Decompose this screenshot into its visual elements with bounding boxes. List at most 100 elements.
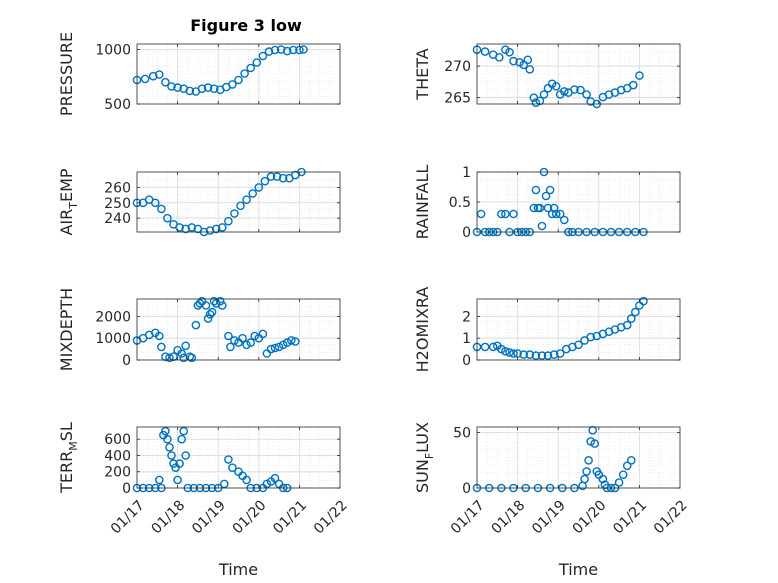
rainfall-ylabel: RAINFALL: [413, 165, 432, 240]
air-temp-data-point: [211, 224, 221, 234]
h2omixra-ytick-label: 0: [462, 353, 471, 369]
sun-flux-data-point: [618, 470, 628, 480]
subplot-mixdepth: 0 1000 2000 MIXDEPTH: [57, 288, 341, 371]
air-temp-data-point: [150, 198, 160, 208]
theta-data-point: [635, 71, 644, 80]
terr-msl-data-point: [175, 459, 184, 468]
terr-msl-data-point: [161, 426, 170, 436]
mixdepth-data-point: [177, 349, 186, 358]
air-temp-data-point: [181, 224, 190, 234]
mixdepth-data-point: [238, 333, 247, 343]
h2omixra-data-point: [525, 350, 535, 359]
sun-flux-data-point: [582, 467, 591, 476]
rainfall-data-point: [476, 209, 486, 219]
terr-msl-data-point: [173, 475, 182, 485]
air-temp-data-point: [157, 204, 166, 214]
mixdepth-data-point: [181, 341, 190, 351]
pressure-data-point: [173, 83, 182, 92]
pressure-data-point: [209, 84, 219, 93]
mixdepth-axes-box: [136, 298, 341, 361]
terr-msl-data-point: [154, 475, 164, 485]
mixdepth-data-point: [215, 296, 225, 306]
sun-flux-data-point: [580, 474, 589, 484]
pressure-data-point: [264, 47, 274, 56]
subplot-pressure: 500 1000 PRESSURE: [57, 32, 341, 116]
h2omixra-data-point: [631, 307, 640, 317]
mixdepth-data-point: [179, 353, 188, 363]
air-temp-ytick-label: 260: [104, 180, 131, 196]
pressure-data-point: [299, 45, 308, 54]
rainfall-data-point: [531, 185, 541, 195]
pressure-data-point: [282, 46, 292, 56]
theta-data-point: [570, 85, 579, 94]
mixdepth-data-point: [157, 342, 166, 352]
air-temp-data-point: [248, 189, 257, 198]
h2omixra-axes-box: [476, 298, 681, 361]
terr-msl-data-point: [228, 463, 237, 473]
terr-msl-data-point: [163, 434, 172, 444]
figure-title: Figure 3 low: [190, 16, 302, 35]
mixdepth-data-point: [165, 353, 174, 363]
mixdepth-data-point: [203, 314, 213, 323]
rainfall-data-point: [551, 209, 561, 219]
air-temp-data-point: [254, 183, 264, 192]
air-temp-data-point: [217, 223, 227, 232]
pressure-data-point: [228, 80, 237, 89]
terr-msl-axes-box: [136, 426, 341, 489]
pressure-ytick-label: 1000: [95, 42, 131, 58]
terr-msl-data-point: [167, 451, 176, 460]
theta-ytick-label: 265: [444, 91, 471, 107]
pressure-data-point: [252, 58, 262, 67]
theta-data-point: [494, 53, 504, 62]
pressure-data-point: [167, 82, 176, 91]
mixdepth-ylabel: MIXDEPTH: [57, 288, 76, 371]
terr-msl-ytick-label: 0: [122, 481, 131, 497]
mixdepth-data-point: [266, 344, 276, 354]
rainfall-data-point: [545, 185, 555, 195]
mixdepth-data-point: [286, 336, 296, 345]
pressure-ylabel: PRESSURE: [57, 32, 76, 116]
air-temp-data-point: [260, 176, 270, 186]
air-temp-axes-box: [136, 171, 341, 233]
sun-flux-axes-box: [476, 426, 681, 489]
mixdepth-data-point: [187, 353, 197, 363]
air-temp-data-point: [230, 209, 239, 218]
rainfall-data-point: [509, 209, 518, 219]
pressure-axes-box: [136, 43, 341, 105]
subplot-h2omixra: 0 1 2 H2OMIXRA: [413, 287, 681, 372]
h2omixra-data-point: [549, 350, 559, 359]
rainfall-ytick-label: 1: [462, 165, 471, 181]
terr-msl-data-point: [169, 459, 178, 468]
pressure-data-point: [161, 77, 170, 87]
theta-data-point: [505, 47, 514, 57]
theta-data-point: [551, 82, 561, 91]
mixdepth-ytick-label: 1000: [95, 331, 131, 347]
mixdepth-data-point: [270, 343, 280, 353]
air-temp-ytick-label: 240: [104, 211, 131, 227]
pressure-data-point: [197, 84, 207, 93]
air-temp-data-point: [163, 213, 172, 223]
theta-data-point: [576, 85, 585, 95]
h2omixra-data-point: [555, 349, 565, 358]
theta-data-point: [509, 56, 518, 66]
pressure-data-point: [154, 70, 164, 79]
terr-msl-data-point: [270, 473, 280, 483]
rainfall-data-point: [535, 203, 545, 213]
sun-flux-data-point: [614, 478, 624, 487]
sun-flux-data-point: [622, 461, 632, 471]
mixdepth-data-point: [205, 309, 215, 319]
pressure-data-point: [185, 86, 195, 96]
mixdepth-ytick-label: 2000: [95, 309, 131, 325]
theta-data-point: [523, 55, 533, 65]
h2omixra-data-point: [509, 349, 518, 358]
sun-flux-data-point: [627, 455, 636, 465]
mixdepth-data-point: [201, 301, 211, 310]
mixdepth-data-point: [258, 329, 268, 339]
sun-flux-ytick-label: 0: [462, 481, 471, 497]
sun-flux-ytick-label: 50: [453, 426, 471, 442]
sun-flux-data-point: [598, 474, 608, 484]
terr-msl-xlabel: Time: [218, 560, 258, 579]
terr-msl-data-point: [179, 426, 188, 436]
h2omixra-ytick-label: 1: [462, 331, 471, 347]
